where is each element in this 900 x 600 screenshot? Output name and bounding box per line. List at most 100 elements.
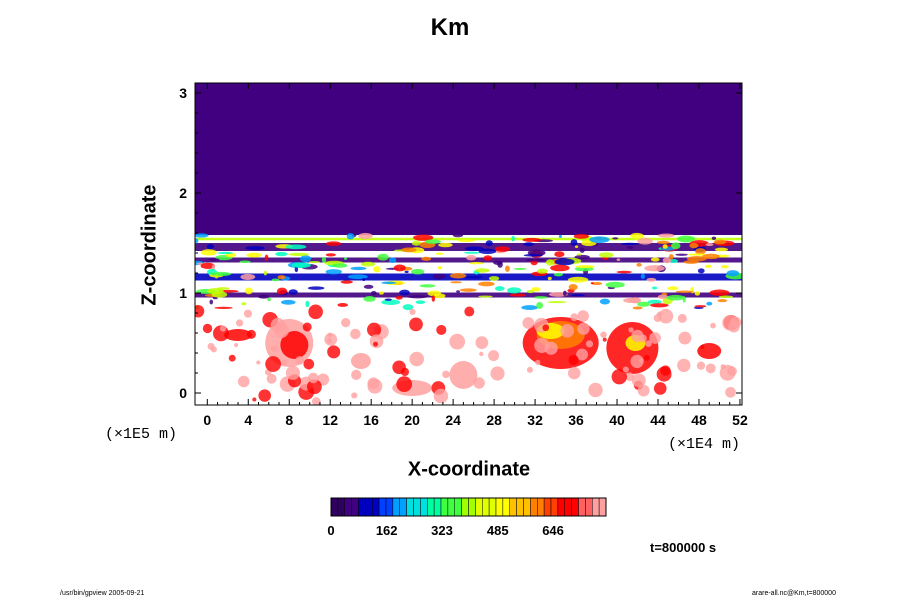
- colorbar-segment: [330, 497, 339, 517]
- turbulent-cell: [711, 236, 717, 240]
- patch-speck: [341, 317, 351, 328]
- turbulent-cell: [435, 252, 444, 255]
- y-tick-label: 3: [179, 85, 187, 101]
- turbulent-cell: [427, 290, 441, 297]
- turbulent-cell: [717, 299, 728, 303]
- turbulent-cell: [590, 282, 595, 285]
- turbulent-cell: [554, 251, 565, 258]
- colorbar-segment: [523, 497, 531, 517]
- turbulent-cell: [291, 262, 311, 268]
- turbulent-cell: [307, 286, 325, 290]
- x-tick-label: 0: [203, 412, 211, 428]
- patch-speck: [710, 322, 716, 329]
- turbulent-cell: [195, 237, 199, 244]
- turbulent-cell: [488, 276, 500, 281]
- x-tick-label: 40: [609, 412, 625, 428]
- turbulent-cell: [450, 281, 463, 284]
- colorbar-segment: [543, 497, 552, 517]
- colorbar-segment: [413, 497, 421, 517]
- turbulent-cell: [525, 258, 546, 262]
- turbulent-cell: [537, 268, 548, 274]
- colorbar: 0 162 323 485 646: [327, 497, 607, 538]
- turbulent-cell: [325, 269, 342, 275]
- patch-speck: [295, 356, 305, 365]
- patch-speck: [625, 372, 635, 382]
- turbulent-cell: [553, 272, 564, 277]
- patch-speck: [324, 332, 338, 346]
- patch-speck: [588, 382, 603, 398]
- patch-speck: [576, 348, 589, 361]
- patch-speck: [237, 375, 250, 388]
- patch-speck: [369, 334, 384, 349]
- turbulent-cell: [689, 242, 699, 249]
- patch-speck: [658, 308, 674, 324]
- turbulent-cell: [494, 286, 505, 292]
- colorbar-segment: [578, 497, 586, 517]
- turbulent-cell: [505, 265, 510, 272]
- patch-speck: [351, 369, 362, 380]
- colorbar-segment: [488, 497, 497, 517]
- turbulent-cell: [195, 233, 209, 238]
- patch-speck: [436, 324, 447, 335]
- patch-speck: [568, 366, 581, 380]
- turbulent-cell: [456, 290, 460, 293]
- turbulent-cell: [575, 265, 595, 269]
- turbulent-cell: [240, 273, 256, 280]
- colorbar-segment: [537, 497, 545, 517]
- patch-speck: [542, 324, 550, 332]
- x-tick-label: 8: [285, 412, 293, 428]
- turbulent-cell: [244, 287, 253, 295]
- colorbar-segment: [372, 497, 380, 517]
- turbulent-cell: [629, 297, 642, 304]
- colorbar-segment: [365, 497, 373, 517]
- turbulent-cell: [459, 288, 477, 292]
- colorbar-segment: [557, 497, 565, 517]
- turbulent-cell: [573, 233, 589, 239]
- colorbar-segment: [399, 497, 407, 517]
- turbulent-cell: [437, 266, 443, 270]
- turbulent-cell: [257, 294, 270, 299]
- turbulent-cell: [616, 258, 621, 262]
- colorbar-tick-label: 646: [542, 523, 564, 538]
- patch-speck: [677, 313, 687, 323]
- turbulent-cell: [267, 297, 271, 302]
- turbulent-cell: [401, 247, 417, 253]
- patch-speck: [210, 346, 217, 353]
- patch-speck: [350, 328, 361, 340]
- patch-speck: [488, 350, 500, 362]
- turbulent-cell: [667, 286, 679, 291]
- patch-speck: [351, 392, 358, 399]
- turbulent-cell: [686, 255, 707, 262]
- turbulent-cell: [431, 295, 436, 302]
- turbulent-cell: [271, 278, 280, 282]
- turbulent-cell: [568, 284, 578, 291]
- turbulent-cell: [381, 299, 401, 305]
- patch-speck: [219, 325, 227, 332]
- patch-speck: [649, 332, 661, 344]
- x-tick-label: 44: [650, 412, 666, 428]
- turbulent-cell: [513, 267, 527, 270]
- x-tick-label: 28: [486, 412, 502, 428]
- turbulent-cell: [570, 239, 578, 246]
- patch-speck: [367, 378, 383, 394]
- turbulent-cell: [340, 280, 353, 284]
- turbulent-cell: [294, 266, 299, 273]
- turbulent-cell: [393, 264, 406, 272]
- colorbar-segment: [378, 497, 387, 517]
- x-tick-label: 20: [404, 412, 420, 428]
- patch-speck: [270, 317, 286, 333]
- x-scale-label: (×1E4 m): [668, 436, 741, 453]
- turbulent-cell: [675, 253, 688, 256]
- turbulent-cell: [721, 265, 729, 269]
- turbulent-cell: [402, 304, 414, 311]
- colorbar-segment: [550, 497, 559, 517]
- patch-speck: [653, 382, 667, 395]
- patch: [350, 353, 371, 369]
- turbulent-cell: [360, 261, 376, 267]
- patch-speck: [392, 360, 406, 375]
- patch-speck: [409, 317, 423, 332]
- patch-speck: [252, 397, 257, 402]
- patch-speck: [577, 322, 590, 335]
- patch-speck: [602, 337, 607, 342]
- turbulent-cell: [241, 302, 247, 306]
